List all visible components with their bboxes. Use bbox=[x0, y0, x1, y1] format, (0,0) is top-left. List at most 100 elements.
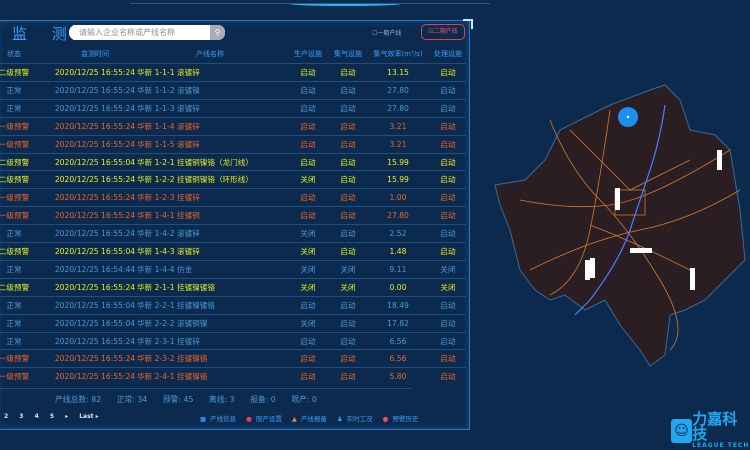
cell-treat: 启动 bbox=[440, 336, 456, 346]
cell-status: 正常 bbox=[6, 229, 22, 239]
legend-item[interactable]: ▲ 产线报备 bbox=[292, 415, 327, 423]
table-row[interactable]: 正常 2020/12/25 16:55:24 华新 1-1-2 滚镀镍 启动 启动 27.… bbox=[0, 80, 466, 99]
table-row[interactable]: 一级预警 2020/12/25 16:55:24 华新 2-4-1 挂镀镍铬 启动 启动… bbox=[0, 367, 466, 385]
cell-prod: 关闭 bbox=[300, 247, 316, 256]
magnifier-icon[interactable]: ⚲ bbox=[210, 25, 225, 40]
cell-gas: 启动 bbox=[340, 229, 356, 239]
cell-eff: 18.49 bbox=[387, 300, 409, 310]
legend-item[interactable]: ■ 产线信息 bbox=[200, 415, 236, 423]
table-row[interactable]: 二级预警 2020/12/25 16:55:04 华新 1-2-1 挂镀铜镍铬（龙门… bbox=[0, 152, 466, 171]
cell-time: 2020/12/25 16:54:44 bbox=[54, 264, 136, 274]
cell-eff: 9.11 bbox=[389, 264, 407, 274]
search-input[interactable] bbox=[73, 25, 209, 40]
cell-treat: 启动 bbox=[440, 300, 456, 310]
legend-item[interactable]: ♟ 实时工况 bbox=[337, 415, 373, 423]
cell-name: 华新 1-1-5 滚镀锌 bbox=[137, 139, 200, 149]
cell-eff: 1.48 bbox=[389, 247, 407, 256]
cell-status: 一级预警 bbox=[0, 193, 30, 203]
legend-item[interactable]: ● 预警历史 bbox=[383, 415, 419, 423]
cell-eff: 15.99 bbox=[387, 157, 409, 167]
cell-treat: 启动 bbox=[440, 103, 456, 113]
cell-name: 华新 1-1-2 滚镀镍 bbox=[137, 85, 200, 95]
cell-time: 2020/12/25 16:55:24 bbox=[54, 336, 136, 346]
cell-gas: 启动 bbox=[340, 211, 356, 221]
standby-count: 报备: 0 bbox=[250, 395, 276, 404]
cell-prod: 启动 bbox=[300, 372, 316, 382]
district-map[interactable] bbox=[490, 70, 750, 380]
cell-time: 2020/12/25 16:55:24 bbox=[54, 139, 136, 149]
last-page-button[interactable]: Last ▸ bbox=[79, 413, 99, 420]
cell-status: 二级预警 bbox=[0, 282, 30, 292]
cell-name: 华新 1-1-3 滚镀锌 bbox=[137, 103, 200, 113]
offline-count: 离线: 3 bbox=[208, 395, 235, 404]
line-toggle-phase1[interactable]: ☐一期产线 bbox=[372, 30, 402, 37]
cell-time: 2020/12/25 16:55:24 bbox=[54, 354, 136, 364]
cell-name: 华新 1-2-3 挂镀锌 bbox=[137, 193, 200, 203]
column-header: 监测时间 bbox=[81, 50, 109, 58]
column-header: 状态 bbox=[7, 50, 21, 58]
cell-eff: 15.99 bbox=[387, 175, 409, 185]
table-row[interactable]: 二级预警 2020/12/25 16:55:24 华新 1-1-1 滚镀锌 启动 启动 1… bbox=[0, 63, 466, 81]
cell-time: 2020/12/25 16:55:24 bbox=[54, 229, 136, 239]
cell-time: 2020/12/25 16:55:04 bbox=[54, 157, 136, 167]
cell-treat: 启动 bbox=[440, 157, 456, 167]
normal-count: 正常: 34 bbox=[116, 395, 148, 404]
monitor-panel bbox=[0, 19, 473, 430]
cell-treat: 启动 bbox=[440, 354, 456, 364]
table-row[interactable]: 正常 2020/12/25 16:55:24 华新 1-1-3 滚镀锌 启动 启动 27.… bbox=[0, 98, 466, 117]
person-icon: ♟ bbox=[336, 415, 343, 423]
table-row[interactable]: 二级预警 2020/12/25 16:55:24 华新 2-1-1 挂镀镍镀铬 关闭 关… bbox=[0, 277, 466, 296]
cell-prod: 关闭 bbox=[300, 318, 316, 328]
cell-eff: 2.52 bbox=[389, 229, 407, 239]
legend-item[interactable]: ● 限产设置 bbox=[246, 415, 282, 423]
alarm-icon: ● bbox=[382, 415, 389, 423]
cell-status: 一级预警 bbox=[0, 139, 30, 149]
cell-prod: 关闭 bbox=[300, 264, 316, 274]
table-row[interactable]: 正常 2020/12/25 16:54:44 华新 1-4-4 仿金 关闭 关闭 9.11… bbox=[0, 259, 466, 278]
page-link[interactable]: 4 bbox=[34, 413, 39, 420]
summary-bar: 产线总数: 82 正常: 34 预警: 45 离线: 3 报备: 0 限产: 0 bbox=[0, 388, 411, 405]
cell-status: 正常 bbox=[6, 336, 22, 346]
cell-gas: 启动 bbox=[340, 318, 356, 328]
cell-gas: 启动 bbox=[340, 157, 356, 167]
table-row[interactable]: 一级预警 2020/12/25 16:55:24 华新 2-3-2 挂镀镍铬 启动 启动… bbox=[0, 349, 466, 367]
cell-treat: 启动 bbox=[440, 247, 456, 256]
line-toggle-phase2[interactable]: ☑二期产线 bbox=[421, 24, 465, 40]
logo-name: 力嘉科技 bbox=[692, 410, 738, 443]
stopped-count: 限产: 0 bbox=[291, 395, 317, 404]
cell-gas: 启动 bbox=[340, 300, 356, 310]
cell-prod: 启动 bbox=[300, 354, 316, 364]
table-row[interactable]: 一级预警 2020/12/25 16:55:24 华新 1-1-5 滚镀锌 启动 启动 3… bbox=[0, 134, 466, 153]
table-header: 状态 监测时间 产线名称 生产设施 集气设施 集气效率(m³/s) 处理设施 bbox=[0, 45, 466, 63]
top-glow bbox=[290, 2, 400, 6]
table-row[interactable]: 正常 2020/12/25 16:55:04 华新 2-2-2 滚镀铜镍 关闭 启动 17… bbox=[0, 313, 466, 332]
table-row[interactable]: 正常 2020/12/25 16:55:24 华新 2-3-1 挂镀锌 启动 启动 6.5… bbox=[0, 331, 466, 350]
cell-time: 2020/12/25 16:55:24 bbox=[54, 175, 136, 185]
page-link[interactable]: 2 bbox=[4, 413, 9, 420]
table-row[interactable]: 二级预警 2020/12/25 16:55:04 华新 1-4-3 滚镀锌 关闭 启动 1… bbox=[0, 242, 466, 260]
cell-time: 2020/12/25 16:55:24 bbox=[54, 85, 136, 95]
cell-treat: 启动 bbox=[440, 318, 456, 328]
cell-treat: 启动 bbox=[440, 193, 456, 203]
table-row[interactable]: 二级预警 2020/12/25 16:55:24 华新 1-2-2 挂镀铜镍铬（环形… bbox=[0, 170, 466, 188]
table-row[interactable]: 一级预警 2020/12/25 16:55:24 华新 1-4-1 挂镀铜 启动 启动 2… bbox=[0, 206, 466, 224]
cell-treat: 关闭 bbox=[440, 264, 456, 274]
table-row[interactable]: 正常 2020/12/25 16:55:24 华新 1-4-2 滚镀锌 关闭 启动 2.5… bbox=[0, 224, 466, 242]
cell-status: 一级预警 bbox=[0, 121, 30, 131]
table-row[interactable]: 正常 2020/12/25 16:55:04 华新 2-2-1 挂镀镍镀铬 启动 启动 1… bbox=[0, 295, 466, 314]
cell-gas: 启动 bbox=[340, 372, 356, 382]
cell-prod: 关闭 bbox=[300, 175, 316, 185]
next-page-button[interactable]: ▸ bbox=[65, 413, 69, 420]
line-toggle-label: 二期产线 bbox=[433, 28, 458, 35]
page-title: 监 测 bbox=[12, 25, 77, 43]
table-row[interactable]: 一级预警 2020/12/25 16:55:24 华新 1-2-3 挂镀锌 启动 启动 1… bbox=[0, 188, 466, 206]
page-link[interactable]: 5 bbox=[49, 413, 55, 420]
column-header: 集气效率(m³/s) bbox=[373, 50, 423, 58]
cell-status: 正常 bbox=[6, 264, 22, 274]
cell-gas: 关闭 bbox=[340, 264, 356, 274]
table-row[interactable]: 一级预警 2020/12/25 16:55:24 华新 1-1-4 滚镀锌 启动 启动 3… bbox=[0, 116, 466, 135]
cell-time: 2020/12/25 16:55:24 bbox=[54, 103, 136, 113]
page-link[interactable]: 3 bbox=[19, 413, 24, 420]
cell-treat: 启动 bbox=[440, 121, 456, 131]
cell-time: 2020/12/25 16:55:04 bbox=[54, 300, 136, 310]
